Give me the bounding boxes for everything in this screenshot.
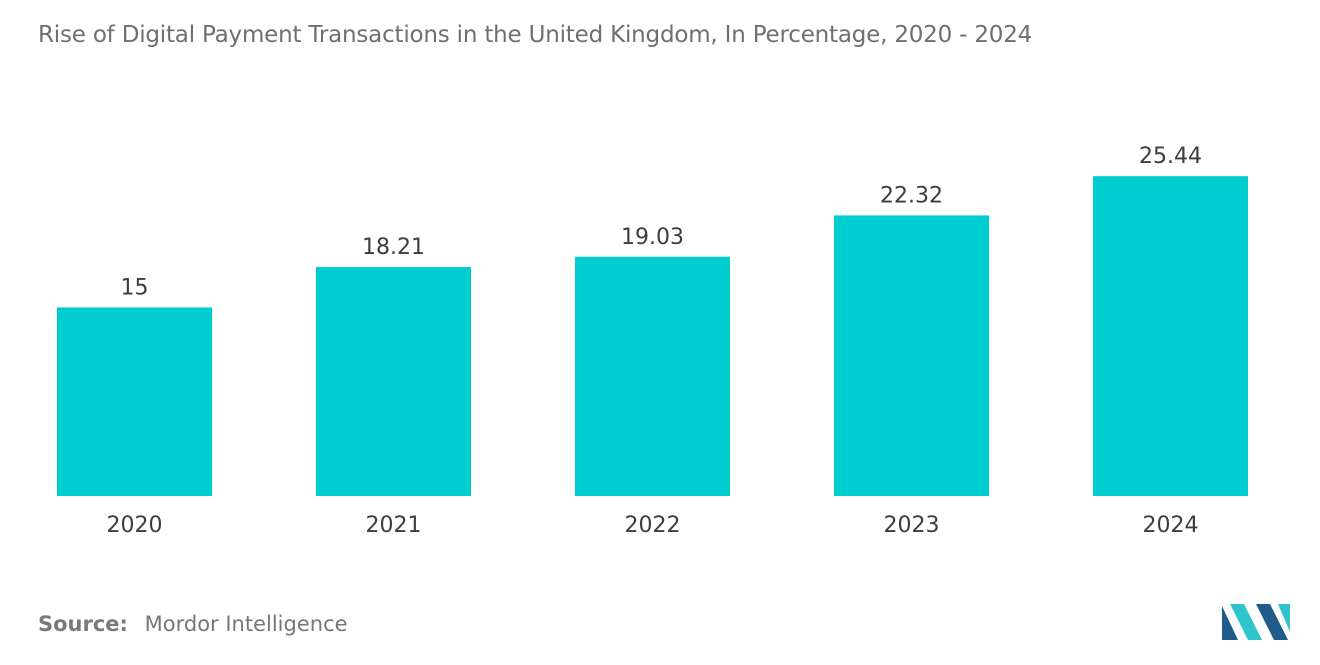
bar-2023: [834, 215, 989, 497]
value-labels-group: 15 18.21 19.03 22.32 25.44: [121, 144, 1202, 300]
bar-2022: [575, 256, 730, 496]
value-label-2024: 25.44: [1139, 144, 1202, 169]
chart-title: Rise of Digital Payment Transactions in …: [38, 22, 1033, 48]
x-axis-tick-labels: 2020 2021 2022 2023 2024: [107, 513, 1199, 538]
bars-group: [57, 176, 1248, 497]
value-label-2021: 18.21: [362, 235, 425, 260]
source-value: Mordor Intelligence: [144, 612, 348, 636]
x-tick-label-2021: 2021: [366, 513, 422, 538]
x-tick-label-2020: 2020: [107, 513, 163, 538]
mordor-intelligence-logo-icon: [1222, 604, 1290, 640]
bar-2020: [57, 307, 212, 496]
x-tick-label-2023: 2023: [884, 513, 940, 538]
bar-2021: [316, 267, 471, 496]
value-label-2022: 19.03: [621, 225, 684, 250]
value-label-2023: 22.32: [880, 183, 943, 208]
source-note: Source: Mordor Intelligence: [38, 612, 348, 636]
bar-2024: [1093, 176, 1248, 496]
x-tick-label-2022: 2022: [625, 513, 681, 538]
x-tick-label-2024: 2024: [1143, 513, 1199, 538]
value-label-2020: 15: [121, 275, 149, 300]
source-label: Source:: [38, 612, 128, 636]
